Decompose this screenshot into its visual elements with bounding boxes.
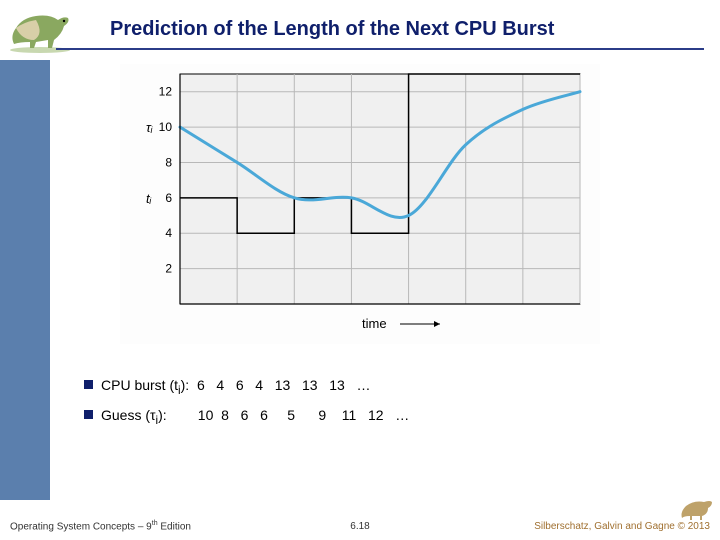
dinosaur-logo: [4, 6, 76, 54]
guess-values: ): 10 8 6 6 5 9 11 12 …: [158, 407, 409, 423]
svg-text:8: 8: [165, 155, 172, 169]
svg-text:time: time: [362, 316, 387, 331]
guess-label: Guess (τ: [101, 407, 156, 423]
guess-row: Guess (τi): 10 8 6 6 5 9 11 12 …: [84, 402, 409, 432]
corner-dinosaur-icon: [678, 496, 718, 522]
data-bullets: CPU burst (ti): 6 4 6 4 13 13 13 … Guess…: [84, 372, 409, 432]
chart-svg: 2 4 6 8 10 12 τᵢ tᵢ time: [120, 64, 600, 344]
svg-text:4: 4: [165, 226, 172, 240]
cpu-burst-row: CPU burst (ti): 6 4 6 4 13 13 13 …: [84, 372, 409, 402]
svg-text:τᵢ: τᵢ: [146, 120, 153, 135]
page-title: Prediction of the Length of the Next CPU…: [110, 18, 554, 41]
svg-text:tᵢ: tᵢ: [146, 191, 152, 206]
left-sidebar: [0, 0, 50, 540]
bullet-icon: [84, 380, 93, 389]
cpu-burst-values: ): 6 4 6 4 13 13 13 …: [181, 377, 371, 393]
bullet-icon: [84, 410, 93, 419]
sidebar-stripe: [0, 60, 50, 500]
footer-copyright: Silberschatz, Galvin and Gagne © 2013: [534, 521, 710, 532]
cpu-burst-label: CPU burst (t: [101, 377, 178, 393]
svg-text:12: 12: [159, 85, 173, 99]
title-underline: [56, 48, 704, 50]
svg-text:2: 2: [165, 262, 172, 276]
cpu-burst-chart: 2 4 6 8 10 12 τᵢ tᵢ time: [120, 64, 600, 344]
svg-text:6: 6: [165, 191, 172, 205]
svg-text:10: 10: [159, 120, 173, 134]
